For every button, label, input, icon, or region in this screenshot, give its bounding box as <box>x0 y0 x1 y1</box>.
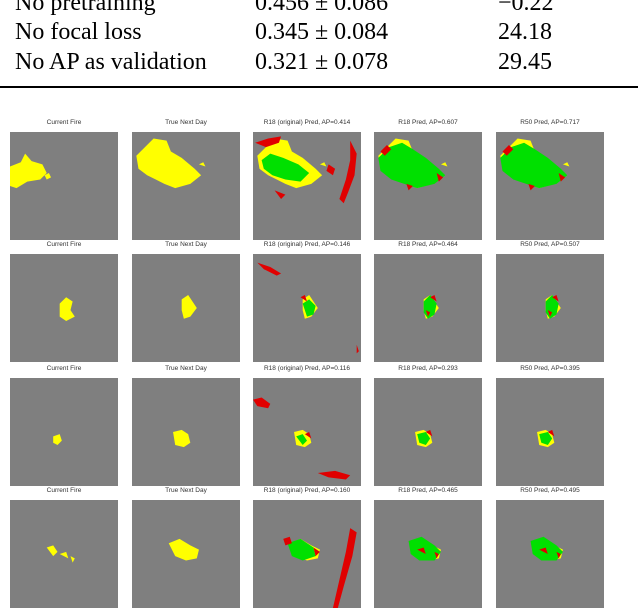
figure-cell: R18 (original) Pred, AP=0.146 <box>253 240 361 362</box>
panel-caption: Current Fire <box>46 119 82 126</box>
figure-cell: R50 Pred, AP=0.395 <box>496 364 604 486</box>
panel-caption: Current Fire <box>46 241 82 248</box>
r18-pred-panel <box>374 254 482 362</box>
panel-caption: R18 (original) Pred, AP=0.414 <box>263 119 351 126</box>
ap-value: 0.321 ± 0.078 <box>255 49 389 75</box>
delta-value: −0.22 <box>498 0 554 16</box>
table-row: No focal loss 0.345 ± 0.084 24.18 <box>0 17 640 47</box>
figure-cell: R50 Pred, AP=0.495 <box>496 486 604 608</box>
figure-cell: R18 (original) Pred, AP=0.116 <box>253 364 361 486</box>
panel-caption: True Next Day <box>165 487 207 494</box>
panel-caption: True Next Day <box>165 119 207 126</box>
true-next-day-panel <box>132 500 240 608</box>
figure-cell: Current Fire <box>10 486 118 608</box>
r50-pred-panel <box>496 500 604 608</box>
panel-caption: True Next Day <box>165 365 207 372</box>
table-bottom-rule <box>0 86 638 88</box>
figure-cell: R18 (original) Pred, AP=0.160 <box>253 486 361 608</box>
panel-caption: R50 Pred, AP=0.395 <box>520 365 580 372</box>
figure-cell: R18 Pred, AP=0.293 <box>374 364 482 486</box>
method-label: No pretraining <box>15 0 156 16</box>
figure-cell: Current Fire <box>10 364 118 486</box>
r18-original-pred-panel <box>253 500 361 608</box>
delta-value: 29.45 <box>498 49 552 75</box>
r18-original-pred-panel <box>253 132 361 240</box>
panel-caption: R50 Pred, AP=0.507 <box>520 241 580 248</box>
panel-caption: Current Fire <box>46 487 82 494</box>
figure-cell: Current Fire <box>10 240 118 362</box>
current-fire-panel <box>10 500 118 608</box>
figure-cell: R18 Pred, AP=0.607 <box>374 118 482 240</box>
figure-cell: R50 Pred, AP=0.507 <box>496 240 604 362</box>
figure-cell: R18 Pred, AP=0.464 <box>374 240 482 362</box>
r18-pred-panel <box>374 500 482 608</box>
current-fire-panel <box>10 132 118 240</box>
table-row: No pretraining 0.456 ± 0.086 −0.22 <box>0 0 640 18</box>
r18-pred-panel <box>374 378 482 486</box>
panel-caption: R50 Pred, AP=0.717 <box>520 119 580 126</box>
figure-cell: True Next Day <box>132 118 240 240</box>
table-row: No AP as validation 0.321 ± 0.078 29.45 <box>0 47 640 77</box>
prediction-figure-grid: Current Fire True Next Day R18 (original) … <box>0 118 640 608</box>
results-table: No pretraining 0.456 ± 0.086 −0.22 No fo… <box>0 0 640 92</box>
figure-cell: True Next Day <box>132 240 240 362</box>
panel-caption: R18 (original) Pred, AP=0.116 <box>263 365 351 372</box>
panel-caption: R50 Pred, AP=0.495 <box>520 487 580 494</box>
ap-value: 0.456 ± 0.086 <box>255 0 389 16</box>
r50-pred-panel <box>496 254 604 362</box>
true-next-day-panel <box>132 378 240 486</box>
panel-caption: R18 Pred, AP=0.464 <box>398 241 458 248</box>
r50-pred-panel <box>496 132 604 240</box>
panel-caption: R18 (original) Pred, AP=0.146 <box>263 241 351 248</box>
figure-cell: Current Fire <box>10 118 118 240</box>
figure-cell: R50 Pred, AP=0.717 <box>496 118 604 240</box>
panel-caption: Current Fire <box>46 365 82 372</box>
method-label: No focal loss <box>15 19 142 45</box>
true-next-day-panel <box>132 254 240 362</box>
delta-value: 24.18 <box>498 19 552 45</box>
r18-pred-panel <box>374 132 482 240</box>
ap-value: 0.345 ± 0.084 <box>255 19 389 45</box>
panel-caption: R18 Pred, AP=0.607 <box>398 119 458 126</box>
method-label: No AP as validation <box>15 49 207 75</box>
true-next-day-panel <box>132 132 240 240</box>
current-fire-panel <box>10 378 118 486</box>
figure-cell: True Next Day <box>132 364 240 486</box>
panel-caption: True Next Day <box>165 241 207 248</box>
figure-cell: R18 (original) Pred, AP=0.414 <box>253 118 361 240</box>
panel-caption: R18 Pred, AP=0.293 <box>398 365 458 372</box>
r18-original-pred-panel <box>253 254 361 362</box>
figure-cell: True Next Day <box>132 486 240 608</box>
r50-pred-panel <box>496 378 604 486</box>
r18-original-pred-panel <box>253 378 361 486</box>
panel-caption: R18 Pred, AP=0.465 <box>398 487 458 494</box>
figure-cell: R18 Pred, AP=0.465 <box>374 486 482 608</box>
current-fire-panel <box>10 254 118 362</box>
panel-caption: R18 (original) Pred, AP=0.160 <box>263 487 351 494</box>
